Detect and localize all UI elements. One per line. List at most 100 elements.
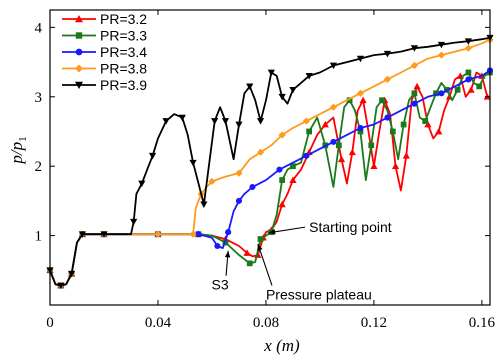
series-3-point-26: [329, 103, 338, 111]
y-tick-label-1: 2: [35, 159, 43, 175]
series-4-point-20: [189, 159, 197, 167]
series-4-point-16: [162, 118, 170, 125]
series-1-point-44: [411, 90, 418, 97]
series-4-point-32: [256, 118, 265, 125]
series-1-point-56: [476, 83, 483, 90]
x-tick-label-3: 0.12: [361, 315, 387, 331]
legend-label-2: PR=3.4: [100, 44, 147, 60]
series-4-point-10: [130, 218, 138, 226]
series-2-point-14: [214, 242, 221, 250]
series-2-point-18: [235, 197, 243, 204]
series-2-point-36: [465, 76, 472, 83]
series-1-point-34: [357, 128, 364, 135]
series-4-point-34: [267, 69, 275, 77]
y-axis-label: p/p1: [7, 136, 29, 164]
series-3-point-36: [464, 44, 473, 52]
series-3-point-12: [189, 230, 197, 238]
series-4-point-28: [235, 121, 243, 129]
annotation-label-1: S3: [211, 277, 228, 293]
series-1-point-30: [335, 142, 342, 149]
series-4-point-44: [356, 55, 365, 63]
series-3-point-22: [278, 131, 286, 139]
series-3-point-24: [302, 117, 311, 125]
series-2-point-26: [330, 138, 337, 145]
y-tick-label-2: 3: [35, 90, 43, 106]
legend-label-3: PR=3.8: [100, 61, 147, 77]
series-1-point-18: [257, 236, 264, 242]
series-4-point-36: [278, 93, 286, 101]
series-3-point-20: [256, 148, 265, 156]
series-4-point-46: [383, 50, 392, 58]
series-0-point-34: [348, 148, 356, 156]
series-2-point-22: [276, 166, 283, 173]
series-0-point-50: [435, 127, 443, 135]
y-tick-label-3: 4: [35, 20, 43, 36]
series-1: [47, 69, 493, 289]
series-0-point-42: [391, 162, 400, 170]
series-4-point-6: [78, 231, 86, 238]
series-0: [46, 71, 491, 289]
series-3-point-10: [154, 230, 162, 238]
legend-label-1: PR=3.3: [100, 28, 147, 44]
series-1-point-36: [368, 142, 375, 149]
plot-frame: [49, 9, 491, 306]
series-1-point-38: [379, 97, 385, 104]
legend-item-2: PR=3.4: [62, 44, 147, 60]
series-4-point-12: [138, 180, 146, 188]
series-1-point-54: [465, 69, 472, 76]
series-4-point-14: [148, 152, 157, 160]
series-1-point-26: [306, 128, 313, 135]
series-3-point-32: [410, 61, 419, 70]
series-line-4: [49, 36, 491, 287]
series-2-point-20: [249, 183, 256, 191]
series-1-point-24: [290, 163, 296, 170]
series-2-point-32: [411, 100, 418, 107]
series-2-point-30: [384, 114, 391, 121]
series-4-point-42: [329, 62, 338, 70]
legend-item-3: PR=3.8: [62, 61, 147, 77]
series-1-point-32: [346, 97, 353, 104]
series-0-point-46: [413, 82, 421, 90]
series-1-point-42: [400, 121, 407, 128]
series-4-point-4: [67, 270, 76, 278]
series-2: [46, 67, 494, 289]
series-4-point-18: [178, 114, 186, 122]
series-4-point-22: [200, 201, 208, 208]
series-4-point-2: [57, 282, 65, 290]
series-2-point-28: [357, 124, 364, 132]
series-2-point-34: [438, 90, 445, 97]
series-4-point-48: [410, 45, 419, 52]
ticks-layer: 0 0.04 0.08 0.12 0.16 1 2 3 4: [35, 10, 496, 331]
annotation-arrow-2: [257, 243, 263, 251]
annotations-layer: Starting point S3 Pressure plateau: [211, 219, 391, 302]
series-0-point-48: [424, 120, 432, 128]
series-1-point-48: [433, 90, 439, 97]
series-1-point-40: [389, 128, 396, 135]
series-4-point-8: [100, 231, 108, 238]
series-layer: [46, 34, 494, 290]
series-0-point-36: [359, 96, 367, 104]
series-3-point-28: [356, 89, 365, 97]
series-3-point-34: [437, 51, 446, 59]
series-3-point-30: [383, 75, 392, 84]
x-tick-label-0: 0: [46, 315, 54, 331]
legend-label-4: PR=3.9: [100, 77, 147, 93]
annotation-leader-2: [257, 243, 273, 286]
series-0-point-32: [337, 155, 346, 163]
series-4-point-30: [246, 83, 254, 90]
annotation-arrow-0: [268, 229, 276, 235]
series-0-point-44: [402, 152, 410, 159]
series-0-point-24: [278, 200, 286, 208]
series-4-point-38: [289, 86, 297, 94]
legend-item-0: PR=3.2: [62, 11, 147, 27]
series-0-point-30: [321, 120, 329, 128]
annotation-arrow-1: [224, 250, 231, 258]
series-0-point-16: [243, 249, 251, 256]
legend-marker-1: [75, 32, 83, 39]
legend-marker-0: [75, 15, 83, 23]
series-4-point-50: [437, 41, 446, 49]
series-0-point-26: [289, 176, 297, 183]
series-4-point-52: [464, 38, 473, 45]
annotation-label-2: Pressure plateau: [266, 286, 372, 302]
